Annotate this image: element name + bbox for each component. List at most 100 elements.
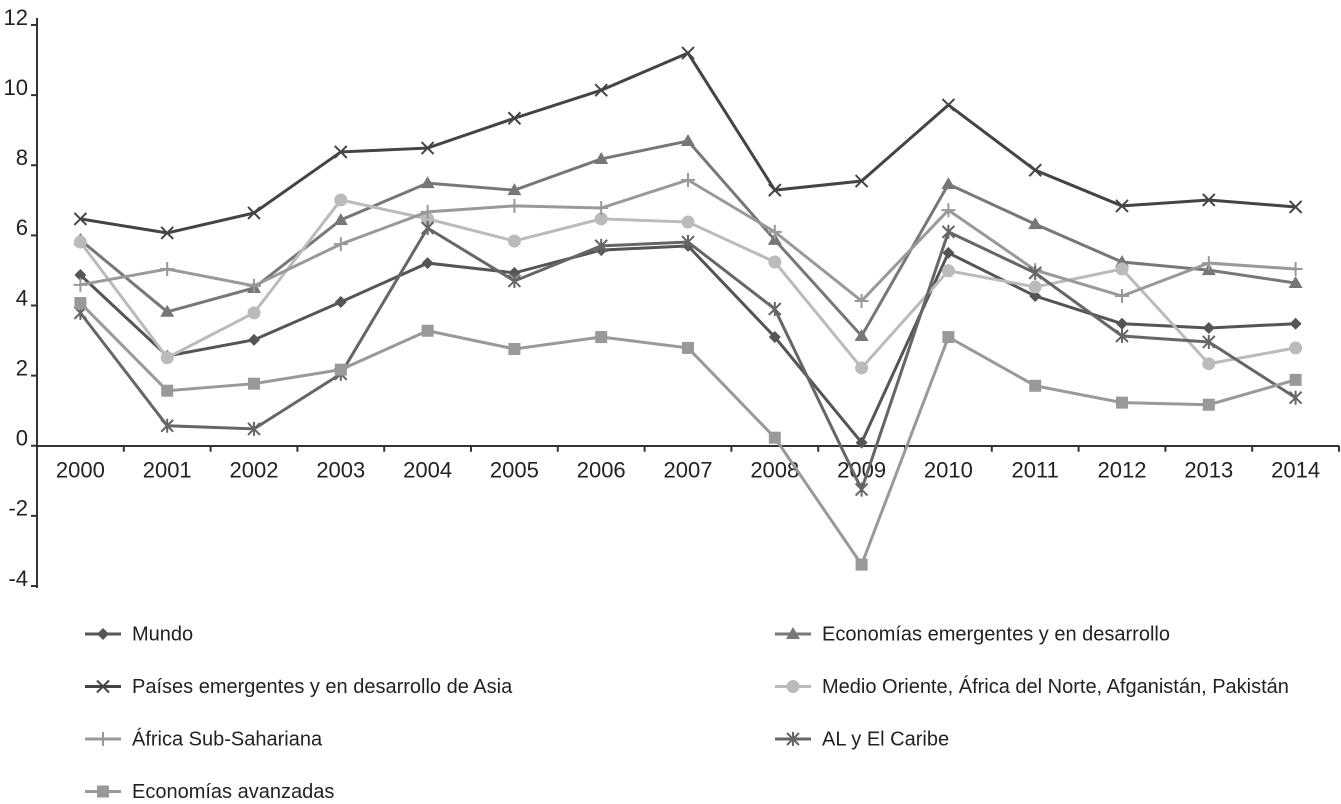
- marker: [941, 203, 956, 218]
- marker: [942, 246, 955, 259]
- marker: [74, 297, 87, 310]
- marker: [420, 141, 435, 155]
- marker: [854, 174, 869, 188]
- legend: Mundo Economías emergentes y en desarroll…: [85, 623, 1289, 803]
- marker: [247, 306, 261, 320]
- marker: [1115, 289, 1129, 304]
- y-tick-label: 8: [16, 145, 28, 170]
- marker: [854, 293, 869, 308]
- marker: [1288, 276, 1303, 289]
- marker: [247, 206, 261, 220]
- marker: [421, 212, 435, 226]
- marker: [1029, 379, 1042, 392]
- marker: [1202, 398, 1215, 411]
- marker: [942, 331, 955, 344]
- marker: [160, 351, 174, 365]
- marker: [767, 224, 782, 239]
- x-tick-label: 2004: [403, 458, 452, 483]
- marker: [681, 235, 695, 250]
- marker: [681, 172, 695, 187]
- marker: [1202, 357, 1216, 371]
- marker: [1115, 329, 1129, 344]
- marker: [160, 262, 175, 277]
- marker: [97, 628, 109, 640]
- x-tick-label: 2011: [1012, 458, 1059, 483]
- marker: [420, 176, 435, 189]
- x-tick-label: 2013: [1184, 458, 1233, 483]
- marker: [786, 680, 800, 693]
- y-tick-label: 6: [16, 215, 28, 240]
- marker: [595, 331, 608, 344]
- marker: [333, 237, 348, 252]
- marker: [96, 679, 110, 694]
- marker: [507, 183, 522, 196]
- x-tick-label: 2003: [316, 458, 365, 483]
- marker: [247, 421, 261, 436]
- legend-label: AL y El Caribe: [822, 728, 949, 750]
- marker: [420, 204, 435, 219]
- marker: [248, 333, 260, 346]
- x-tick-label: 2012: [1098, 458, 1147, 483]
- marker: [420, 221, 435, 236]
- marker: [507, 111, 522, 125]
- marker: [1116, 317, 1128, 330]
- marker: [768, 331, 781, 344]
- marker: [941, 177, 956, 190]
- marker: [334, 363, 347, 376]
- marker: [1115, 199, 1129, 213]
- x-tick-label: 2005: [490, 458, 539, 483]
- marker: [594, 201, 609, 216]
- x-tick-label: 2010: [924, 458, 973, 483]
- y-tick-label: 4: [16, 285, 28, 310]
- marker: [681, 134, 695, 147]
- x-tick-label: 2007: [664, 458, 713, 483]
- marker: [507, 198, 522, 213]
- marker: [682, 341, 694, 354]
- marker: [248, 377, 260, 390]
- x-tick-label: 2002: [230, 458, 279, 483]
- marker: [507, 273, 522, 288]
- marker: [854, 482, 869, 497]
- marker: [1028, 265, 1042, 280]
- marker: [941, 98, 956, 112]
- y-tick-label: 2: [16, 355, 28, 380]
- marker: [73, 212, 88, 226]
- y-tick-label: -4: [8, 566, 28, 591]
- marker: [1288, 390, 1303, 405]
- marker: [421, 324, 434, 337]
- legend-label: Economías avanzadas: [132, 781, 334, 803]
- marker: [1289, 373, 1302, 386]
- marker: [1202, 334, 1216, 349]
- marker: [1288, 262, 1303, 277]
- y-tick-label: 10: [4, 75, 28, 100]
- marker: [1028, 163, 1042, 177]
- legend-label: Países emergentes y en desarrollo de Asi…: [132, 676, 513, 698]
- marker: [508, 266, 521, 279]
- marker: [1202, 321, 1215, 334]
- marker: [786, 732, 800, 746]
- marker: [160, 418, 174, 433]
- marker: [334, 193, 348, 207]
- marker: [74, 268, 87, 281]
- marker: [160, 304, 175, 317]
- marker: [421, 257, 434, 270]
- marker: [768, 255, 782, 269]
- series-line: [79, 225, 1297, 494]
- legend-label: Economías emergentes y en desarrollo: [822, 623, 1170, 645]
- marker: [941, 264, 955, 278]
- marker: [1028, 280, 1042, 294]
- marker: [73, 277, 88, 292]
- marker: [767, 232, 782, 245]
- marker: [1029, 290, 1042, 303]
- marker: [1115, 262, 1129, 276]
- marker: [333, 212, 348, 225]
- marker: [768, 431, 781, 444]
- x-tick-label: 2001: [143, 458, 192, 483]
- marker: [594, 238, 608, 253]
- marker: [941, 224, 956, 239]
- legend-label: Mundo: [132, 623, 193, 645]
- marker: [1288, 200, 1303, 214]
- marker: [507, 234, 521, 248]
- marker: [97, 785, 109, 798]
